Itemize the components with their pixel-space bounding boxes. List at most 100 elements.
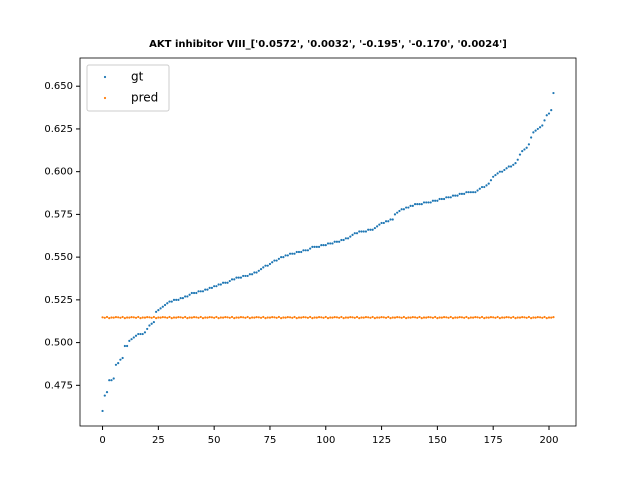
point [483,185,486,189]
chart-title: AKT inhibitor VIII_['0.0572', '0.0032', … [149,39,507,50]
point [251,316,254,319]
x-tick-label: 200 [539,435,558,446]
point [445,316,448,319]
point [253,316,256,319]
point [447,316,450,319]
point [192,316,196,319]
point [280,317,283,320]
point [338,240,341,243]
point [121,356,124,360]
point [293,252,296,255]
point [478,316,481,319]
point [177,298,180,301]
point [487,182,490,185]
point [291,252,294,255]
point [159,307,162,310]
point [358,317,361,320]
point [552,91,555,95]
point [163,316,167,319]
point [137,315,140,319]
point [208,286,211,289]
x-tick-label: 50 [208,435,221,446]
point [550,109,553,112]
point [460,316,464,319]
point [492,316,495,319]
point [235,276,238,279]
point [161,316,164,319]
point [451,194,455,197]
point [195,316,198,319]
point [380,221,383,225]
point [440,316,443,319]
point [224,281,227,284]
point [391,218,394,221]
point [139,332,142,336]
point [125,316,129,319]
point [398,209,401,213]
point [311,317,314,320]
point [148,316,151,319]
point [514,162,517,165]
point [496,172,499,175]
point [317,316,321,319]
point [346,316,350,319]
point [547,112,551,115]
point [168,315,171,319]
point [456,194,459,197]
point [302,249,305,252]
point [105,391,109,394]
point [195,291,198,295]
point [114,316,118,319]
point [351,316,354,319]
point [382,221,385,225]
point [364,230,368,233]
point [494,316,497,319]
point [309,315,312,319]
point [286,254,289,257]
point [387,315,390,319]
point [496,315,499,319]
point [192,291,196,295]
point [427,316,430,319]
point [512,315,515,319]
point [405,317,408,320]
point [128,339,131,342]
point [295,250,298,254]
point [342,238,345,242]
point [469,316,472,319]
point [521,316,524,319]
point [170,317,173,320]
point [360,316,363,319]
point [295,317,298,320]
point [487,316,490,319]
point [364,316,368,319]
y-tick-label: 0.525 [44,295,73,306]
point [161,305,164,308]
point [219,283,222,286]
point [467,317,470,320]
point [380,316,383,319]
point [268,316,272,319]
point [284,316,287,319]
point [335,316,339,319]
y-tick-label: 0.575 [44,209,73,220]
point [340,238,343,242]
point [494,173,497,177]
point [501,316,504,319]
point [465,315,468,319]
point [536,127,539,131]
point [420,317,423,320]
point [483,317,486,320]
point [197,290,200,293]
point [422,201,426,204]
point [317,245,321,248]
point [121,315,124,319]
point [340,315,343,319]
x-tick-label: 75 [264,435,277,446]
point [242,274,245,278]
point [474,316,477,319]
x-tick-label: 150 [428,435,447,446]
point [503,316,506,319]
point [543,315,546,319]
point [418,315,421,319]
